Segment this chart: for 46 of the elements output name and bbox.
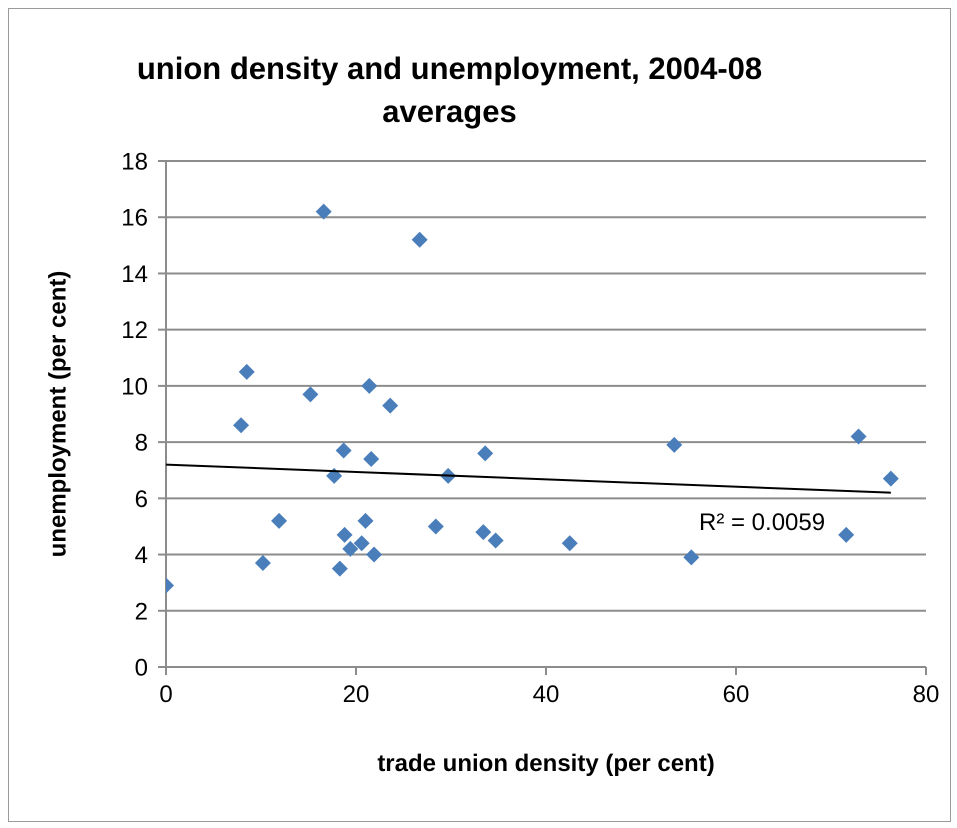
y-tick-label: 18 [121, 148, 148, 176]
point [336, 442, 352, 459]
y-tick-label: 8 [134, 430, 148, 457]
point [382, 398, 398, 414]
annotation: R² = 0.0059 [699, 509, 826, 537]
point [428, 518, 444, 534]
point [562, 535, 578, 552]
point [475, 524, 492, 540]
point [363, 450, 380, 467]
point [361, 378, 378, 394]
y-tick-label: 12 [121, 317, 148, 344]
y-tick-label: 0 [134, 654, 148, 682]
point [332, 560, 348, 577]
y-tick-label: 4 [134, 542, 148, 570]
point [233, 417, 250, 434]
point [316, 204, 332, 220]
point [838, 526, 854, 543]
y-tick-label: 2 [134, 598, 148, 626]
point [488, 532, 504, 548]
x-tick-label: 20 [342, 681, 370, 708]
point [683, 549, 700, 566]
point [412, 232, 428, 248]
point [238, 364, 255, 380]
y-axis-title: unemployment (per cent) [44, 270, 72, 558]
x-tick-label: 60 [722, 681, 750, 708]
x-tick-label: 80 [912, 681, 940, 708]
y-tick-label: 10 [121, 373, 148, 400]
point [850, 428, 867, 444]
point [342, 540, 358, 557]
y-tick-label: 6 [134, 486, 148, 513]
y-tick-label: 16 [121, 204, 148, 232]
point [366, 546, 382, 563]
point [882, 470, 899, 487]
point [354, 535, 370, 552]
x-tick-label: 40 [532, 681, 560, 708]
x-tick-label: 0 [159, 681, 173, 708]
point [254, 554, 271, 571]
point [666, 436, 682, 453]
point [336, 526, 353, 543]
point [302, 386, 318, 402]
y-tick-label: 14 [121, 260, 148, 288]
x-axis-title: trade union density (per cent) [377, 750, 715, 777]
point [358, 512, 374, 529]
point [271, 512, 288, 529]
chart-title: union density and unemployment, 2004-08 averages [136, 50, 764, 131]
point [477, 445, 494, 462]
